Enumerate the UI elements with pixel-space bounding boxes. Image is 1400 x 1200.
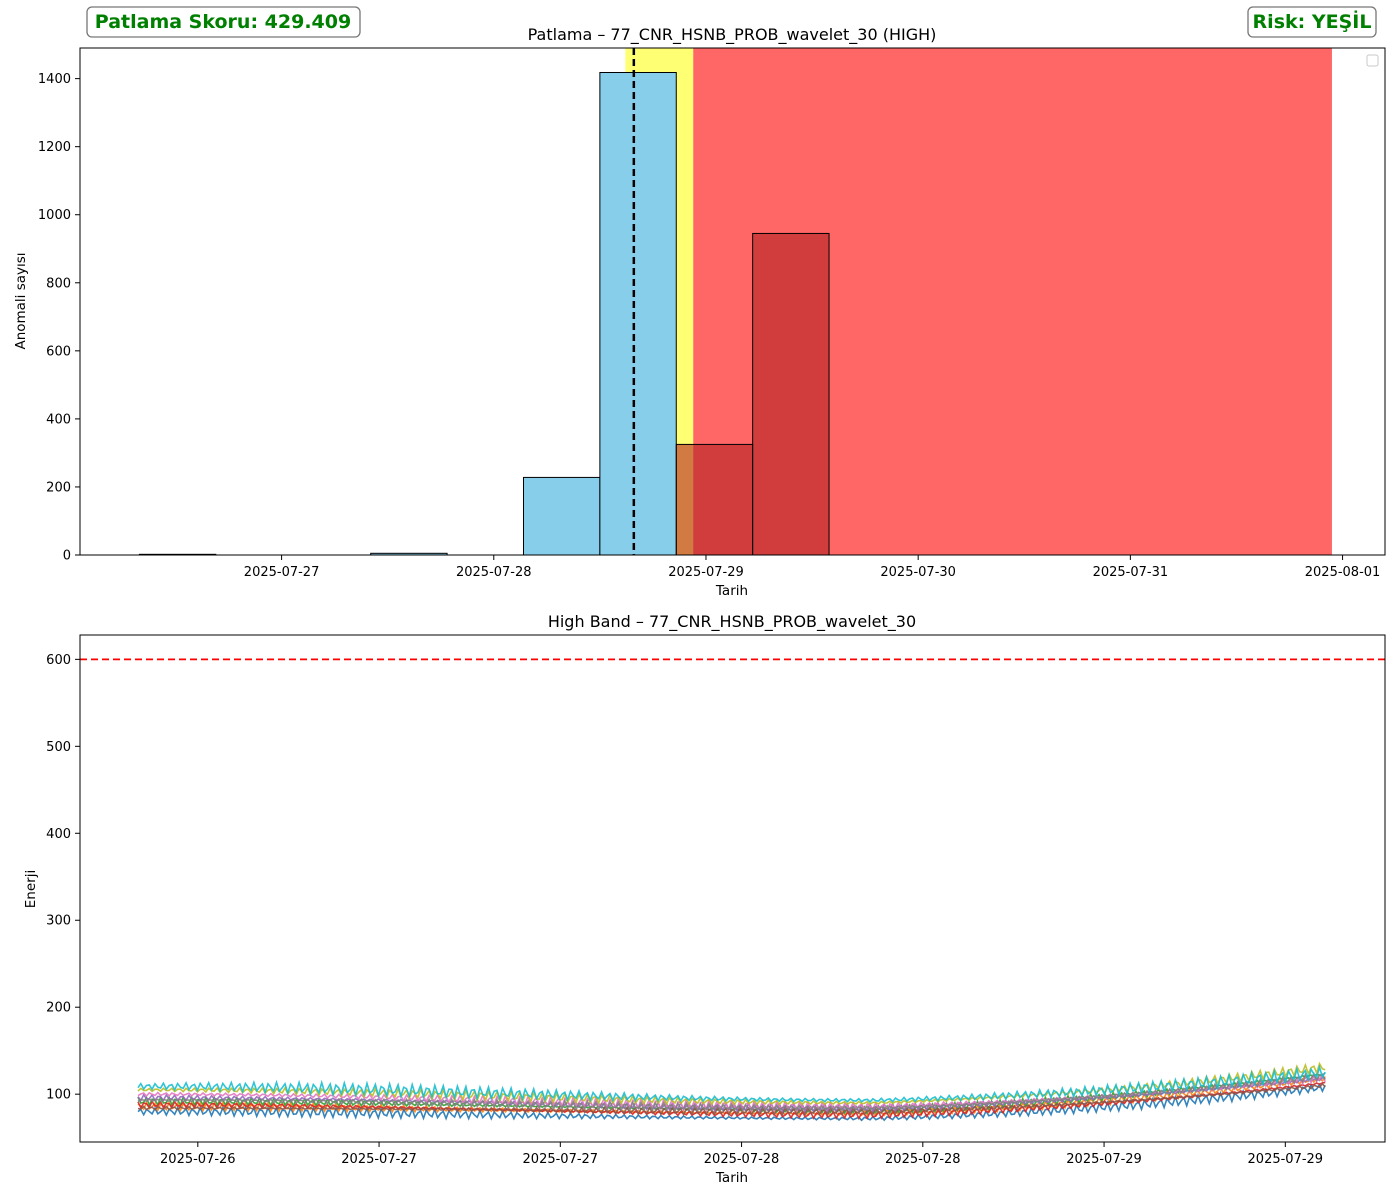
top-y-axis-title: Anomali sayısı — [13, 252, 29, 349]
top-x-axis: 2025-07-27 2025-07-28 2025-07-29 2025-07-30… — [244, 555, 1381, 580]
top-y-axis: 0 200 400 600 800 1000 1200 1400 — [38, 72, 80, 564]
burst-histogram-chart: 2025-07-27 2025-07-28 2025-07-29 2025-07-30… — [13, 25, 1386, 599]
empty-legend-box — [1366, 54, 1379, 67]
bottom-y-tick-label-1: 200 — [46, 1001, 71, 1016]
top-y-tick-label-7: 1400 — [38, 72, 71, 87]
top-y-tick-label-1: 200 — [46, 480, 71, 495]
risk-badge: Risk: YEŞİL — [1247, 6, 1377, 38]
top-x-tick-label-3: 2025-07-30 — [880, 565, 956, 580]
bar-anomalies-before-2 — [522, 476, 601, 556]
bottom-x-tick-label-3: 2025-07-28 — [704, 1152, 780, 1167]
bottom-x-axis: 2025-07-26 2025-07-27 2025-07-27 2025-07-28… — [160, 1142, 1323, 1167]
bottom-chart-title: High Band – 77_CNR_HSNB_PROB_wavelet_30 — [548, 612, 916, 632]
top-x-tick-label-2: 2025-07-29 — [668, 565, 744, 580]
energy-line-chart: 2025-07-26 2025-07-27 2025-07-27 2025-07-28… — [23, 612, 1386, 1186]
top-x-tick-label-5: 2025-08-01 — [1305, 565, 1381, 580]
bottom-x-tick-label-5: 2025-07-29 — [1066, 1152, 1142, 1167]
energy-line-band-2 — [137, 1076, 1326, 1118]
top-y-tick-label-2: 400 — [46, 412, 71, 427]
bottom-plot-frame — [79, 634, 1386, 1143]
bottom-y-axis: 100 200 300 400 500 600 — [46, 653, 80, 1103]
top-x-axis-title: Tarih — [715, 583, 748, 599]
top-x-tick-label-1: 2025-07-28 — [456, 565, 532, 580]
bar-anomalies-after-0 — [675, 443, 754, 556]
bar-anomalies-before-3 — [599, 71, 677, 556]
bottom-x-tick-label-6: 2025-07-29 — [1248, 1152, 1324, 1167]
top-plot-frame — [79, 47, 1386, 556]
risk-level-label: Risk: YEŞİL — [1253, 9, 1372, 33]
top-y-tick-label-0: 0 — [63, 549, 71, 564]
score-badge-box — [86, 6, 361, 38]
bottom-y-tick-label-5: 600 — [46, 653, 71, 668]
energy-line-band-10 — [137, 1064, 1326, 1104]
bottom-x-tick-label-0: 2025-07-26 — [160, 1152, 236, 1167]
risk-badge-box — [1247, 6, 1377, 38]
top-x-tick-label-0: 2025-07-27 — [244, 565, 320, 580]
bottom-y-axis-title: Enerji — [23, 870, 39, 908]
energy-line-band-8 — [137, 1071, 1326, 1113]
energy-line-band-6 — [137, 1082, 1326, 1117]
bar-anomalies-after-1 — [752, 232, 830, 556]
top-y-tick-label-5: 1000 — [38, 208, 71, 223]
top-x-tick-label-4: 2025-07-31 — [1093, 565, 1169, 580]
energy-line-band-1 — [137, 1082, 1326, 1122]
bottom-y-tick-label-4: 500 — [46, 740, 71, 755]
bottom-y-tick-label-3: 400 — [46, 827, 71, 842]
energy-series-lines — [137, 1061, 1326, 1122]
top-y-tick-label-3: 600 — [46, 344, 71, 359]
top-bars — [138, 71, 830, 556]
score-badge: Patlama Skoru: 429.409 — [86, 6, 361, 38]
bottom-plot-area — [80, 635, 1385, 1142]
bottom-x-axis-title: Tarih — [715, 1170, 748, 1186]
top-y-tick-label-6: 1200 — [38, 140, 71, 155]
bottom-x-tick-label-4: 2025-07-28 — [885, 1152, 961, 1167]
bottom-x-tick-label-1: 2025-07-27 — [341, 1152, 417, 1167]
bottom-x-tick-label-2: 2025-07-27 — [523, 1152, 599, 1167]
top-y-tick-label-4: 800 — [46, 276, 71, 291]
bottom-y-tick-label-0: 100 — [46, 1088, 71, 1103]
patlama-score-label: Patlama Skoru: 429.409 — [95, 11, 351, 33]
top-chart-title: Patlama – 77_CNR_HSNB_PROB_wavelet_30 (H… — [528, 25, 937, 45]
bottom-y-tick-label-2: 300 — [46, 914, 71, 929]
